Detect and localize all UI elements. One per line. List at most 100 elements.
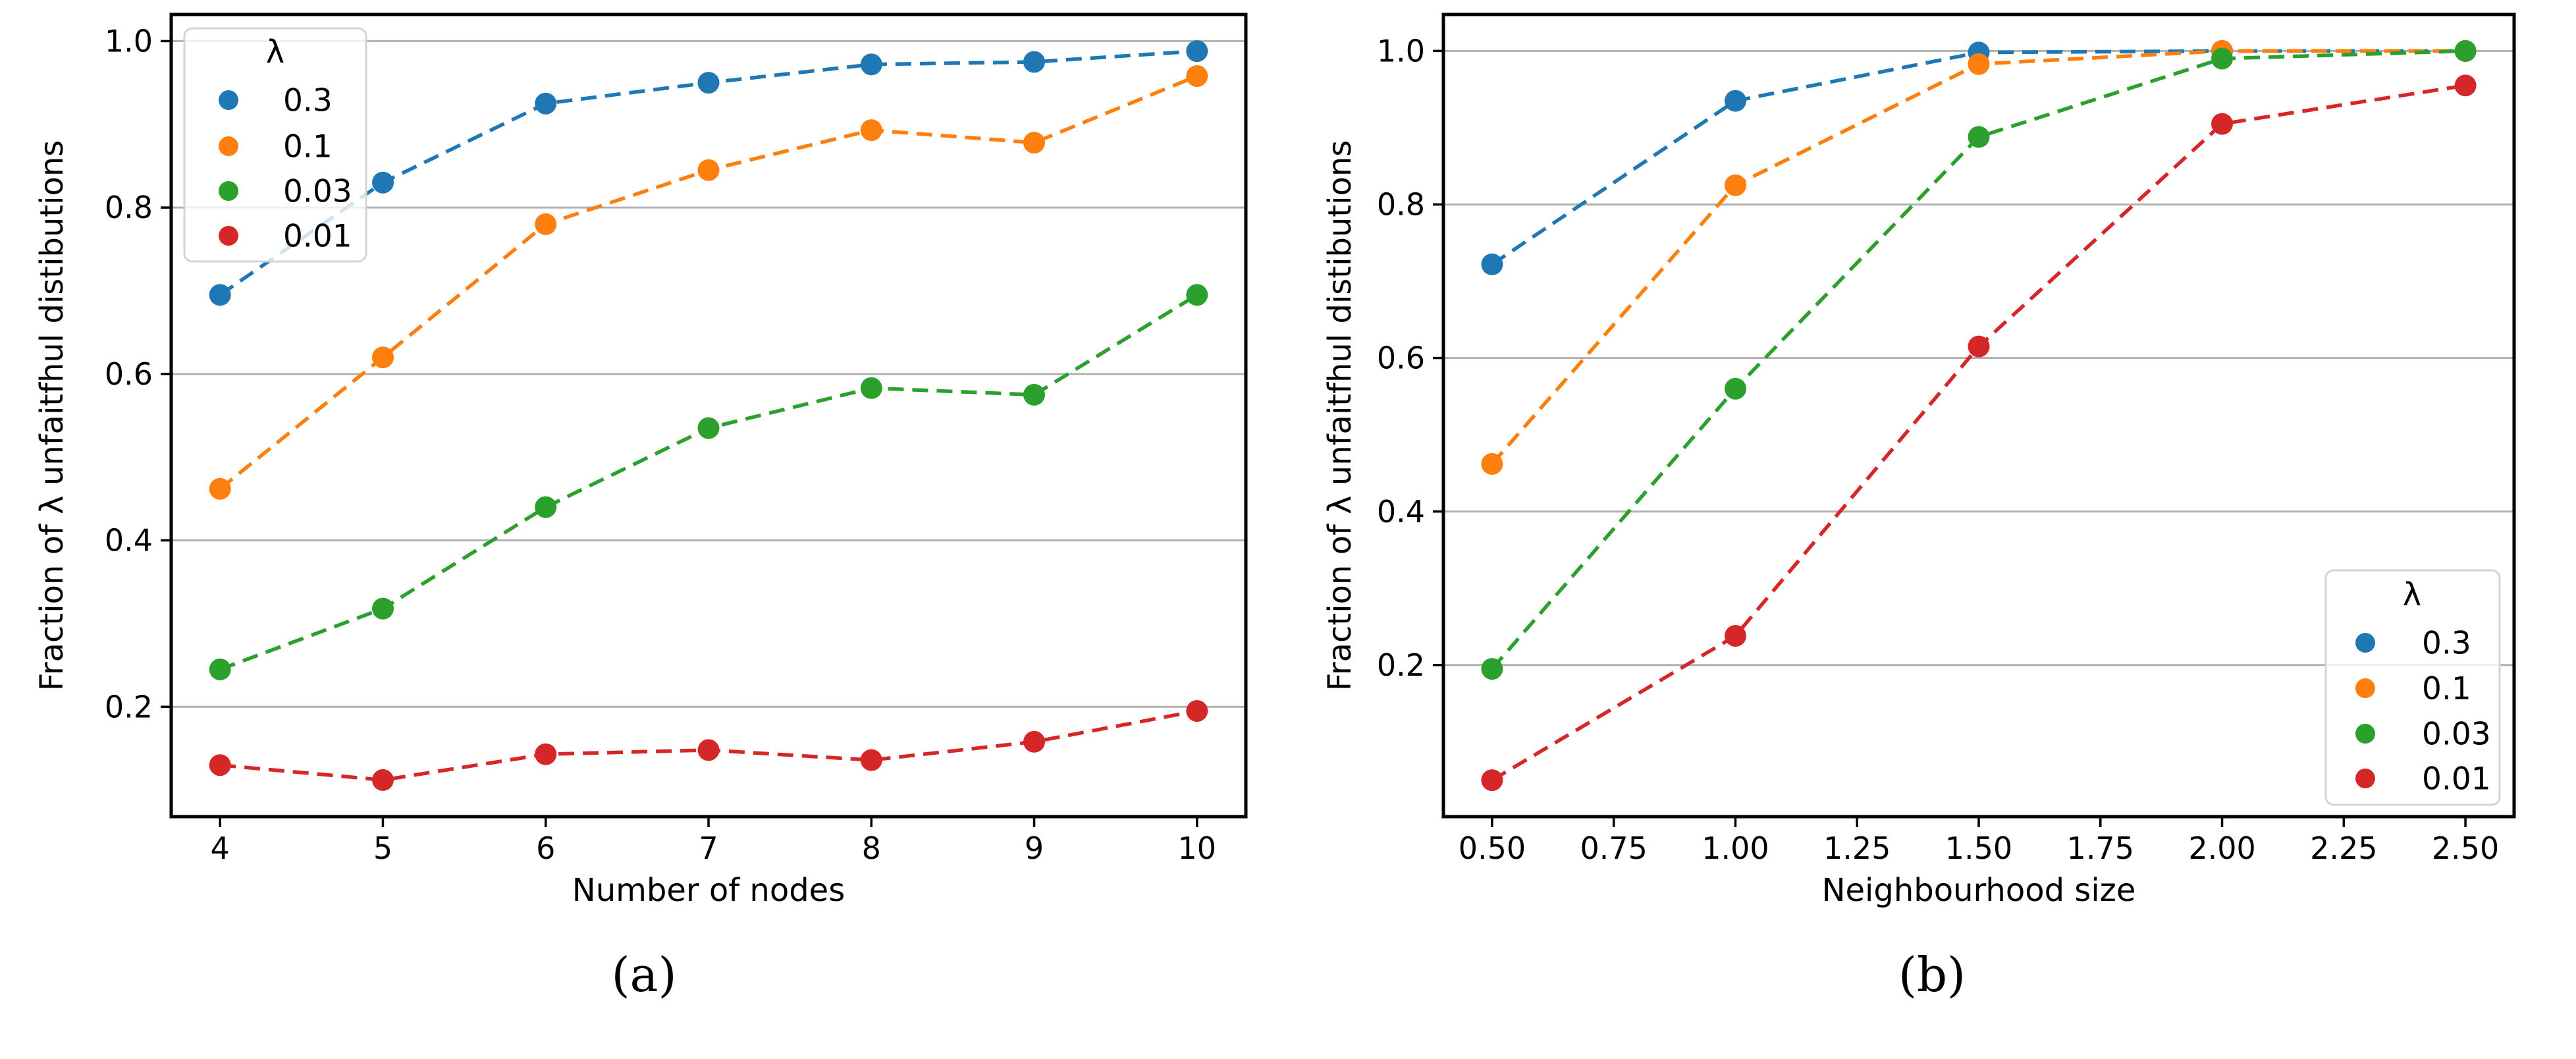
data-point-0.1: [1481, 452, 1503, 475]
y-axis-label: Fraction of λ unfaitfhul distibutions: [1322, 140, 1358, 692]
x-tick-label: 2.50: [2432, 830, 2499, 866]
legend-item-label: 0.3: [2422, 625, 2471, 661]
data-point-0.3: [1725, 90, 1746, 112]
x-tick-label: 1.50: [1945, 830, 2012, 866]
y-tick-label: 0.6: [105, 356, 153, 392]
data-point-0.3: [535, 92, 557, 115]
data-point-0.01: [1186, 700, 1208, 722]
data-point-0.03: [1023, 383, 1045, 406]
data-point-0.01: [1725, 625, 1746, 647]
plot-area-b: 0.50 0.75 1.00 1.25 1.50 1.75 2.00 2.25 2.50 0.2 0…: [1377, 13, 2516, 866]
x-tick-label: 2.00: [2188, 830, 2255, 866]
series-line-0.3: [1491, 49, 2466, 266]
data-point-0.01: [2211, 113, 2233, 135]
x-tick-label: 1.25: [1823, 830, 1891, 866]
data-point-0.01: [535, 743, 557, 765]
data-point-0.03: [1725, 377, 1746, 400]
data-point-0.03: [1481, 658, 1503, 680]
y-tick-label: 0.6: [1377, 340, 1425, 376]
x-tick-label: 8: [862, 830, 881, 866]
y-tick-label: 0.4: [1377, 494, 1425, 530]
series-line-0.01: [1491, 84, 2466, 782]
y-tick-label: 1.0: [1377, 33, 1425, 68]
y-tick-label: 0.2: [105, 689, 153, 724]
legend-box: [2324, 569, 2501, 806]
data-point-0.03: [1968, 126, 1990, 148]
plot-area-a: 4 5 6 7 8 9 10 0.2 0.4 0.6 0.8 1.0 λ 0.3 0.1 0.03 0.01: [105, 13, 1248, 866]
legend-item-label: 0.03: [2422, 716, 2491, 752]
data-point-0.3: [372, 171, 394, 194]
y-tick-label: 0.8: [1377, 187, 1425, 223]
data-point-0.1: [1725, 174, 1746, 196]
legend-item-label: 0.3: [283, 82, 333, 119]
y-tick-label: 0.2: [1377, 647, 1425, 683]
y-tick-label: 0.8: [105, 190, 153, 225]
legend-marker-0.3: [219, 90, 238, 110]
data-point-0.01: [209, 754, 231, 776]
legend-marker-0.01: [2355, 769, 2375, 788]
x-tick-label: 0.50: [1459, 830, 1526, 866]
data-point-0.1: [1186, 65, 1208, 87]
x-axis-label: Neighbourhood size: [1822, 872, 2136, 909]
data-point-0.03: [860, 377, 882, 399]
data-point-0.1: [372, 346, 394, 369]
data-point-0.01: [1481, 769, 1503, 792]
data-point-0.01: [1968, 335, 1990, 358]
legend-title: λ: [2403, 576, 2421, 613]
data-point-0.1: [535, 213, 557, 235]
x-tick-label: 9: [1025, 830, 1044, 866]
data-point-0.03: [2454, 40, 2477, 62]
data-point-0.03: [372, 597, 394, 620]
legend-item-label: 0.1: [2422, 670, 2471, 707]
legend-title: λ: [266, 34, 284, 70]
data-point-0.01: [860, 749, 882, 771]
data-point-0.1: [209, 477, 231, 500]
data-point-0.1: [1023, 132, 1045, 154]
x-tick-label: 2.25: [2310, 830, 2377, 866]
legend-marker-0.1: [219, 136, 238, 156]
data-point-0.03: [1186, 284, 1208, 306]
data-point-0.01: [697, 739, 720, 761]
data-point-0.03: [209, 658, 231, 680]
subfigure-caption-a: (a): [611, 947, 677, 1002]
chart-b-figure: Fraction of λ unfaitfhul distibutions 0.…: [1322, 13, 2516, 909]
data-point-0.3: [1481, 253, 1503, 275]
y-tick-label: 1.0: [105, 24, 153, 59]
data-point-0.1: [860, 119, 882, 142]
data-point-0.01: [1023, 730, 1045, 753]
legend-item-label: 0.03: [283, 173, 352, 209]
legend-marker-0.1: [2355, 678, 2375, 698]
data-point-0.01: [372, 769, 394, 791]
series-line-0.03: [219, 293, 1198, 671]
data-point-0.03: [2211, 47, 2233, 70]
data-point-0.3: [697, 72, 720, 94]
x-tick-label: 1.75: [2067, 830, 2134, 866]
data-point-0.1: [697, 159, 720, 181]
x-tick-label: 4: [211, 830, 230, 866]
legend-box: [183, 27, 367, 263]
x-tick-label: 1.00: [1702, 830, 1769, 866]
legend-item-label: 0.01: [2422, 761, 2491, 797]
subfigure-caption-b: (b): [1898, 947, 1966, 1002]
y-tick-label: 0.4: [105, 523, 153, 558]
data-point-0.03: [535, 496, 557, 518]
x-tick-label: 0.75: [1580, 830, 1647, 866]
x-tick-label: 10: [1178, 830, 1217, 866]
chart-a-figure: Fraction of λ unfaitfhul distibutions 4 5…: [34, 13, 1248, 909]
legend-item-label: 0.01: [283, 218, 352, 254]
legend-item-label: 0.1: [283, 128, 333, 165]
data-point-0.3: [209, 284, 231, 306]
x-tick-label: 6: [536, 830, 555, 866]
x-tick-label: 5: [373, 830, 392, 866]
data-point-0.3: [1186, 40, 1208, 63]
data-point-0.01: [2454, 74, 2477, 97]
legend-marker-0.3: [2355, 633, 2375, 653]
x-axis-label: Number of nodes: [572, 872, 845, 909]
legend-upper-left: λ 0.3 0.1 0.03 0.01: [183, 27, 367, 263]
data-point-0.3: [1023, 51, 1045, 73]
data-point-0.1: [1968, 53, 1990, 75]
y-axis-label: Fraction of λ unfaitfhul distibutions: [34, 140, 70, 692]
legend-lower-right: λ0.3 0.1 0.03 0.01: [2324, 569, 2501, 806]
legend-marker-0.03: [2355, 724, 2375, 744]
data-point-0.3: [860, 53, 882, 76]
